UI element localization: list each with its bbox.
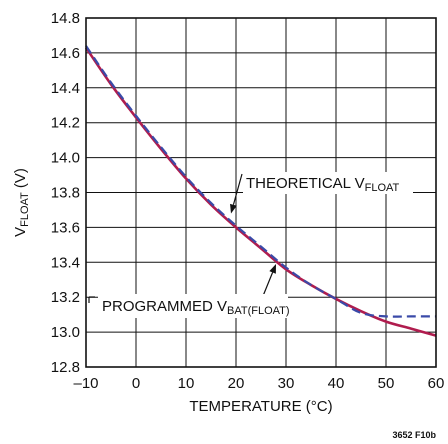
annotation-sub: BAT(FLOAT) [227, 305, 290, 317]
y-tick-label: 14.4 [51, 80, 80, 97]
figure-id: 3652 F10b [392, 430, 436, 440]
x-tick-label: –10 [73, 375, 98, 392]
annotation-main: THEORETICAL V [246, 175, 365, 192]
annotation-background [243, 172, 413, 194]
y-tick-label: 13.8 [51, 185, 80, 202]
y-tick-label: 14.6 [51, 45, 80, 62]
y-tick-label: 14.2 [51, 115, 80, 132]
annotation-sub: FLOAT [365, 182, 400, 194]
annotation-label-theoretical: THEORETICAL VFLOAT [246, 175, 400, 194]
x-tick-label: 10 [178, 375, 195, 392]
x-tick-label: 50 [378, 375, 395, 392]
series-line-theoretical [85, 45, 436, 318]
y-tick-labels: 12.8 13.0 13.2 13.4 13.6 13.8 14.0 14.2 14.4 14.6… [51, 10, 80, 376]
x-tick-label: 30 [278, 375, 295, 392]
x-tick-label: 20 [228, 375, 245, 392]
annotation-programmed: PROGRAMMED VBAT(FLOAT) [88, 264, 290, 318]
x-tick-labels: –10 0 10 20 30 40 50 60 [73, 375, 444, 392]
series-layer [84, 45, 437, 337]
x-tick-label: 0 [132, 375, 140, 392]
y-axis-title: VFLOAT (V) [12, 168, 31, 237]
y-axis-title-sub: FLOAT [19, 192, 31, 227]
y-tick-label: 13.2 [51, 289, 80, 306]
y-tick-label: 13.6 [51, 219, 80, 236]
x-tick-label: 60 [428, 375, 445, 392]
y-tick-label: 14.8 [51, 10, 80, 27]
y-tick-label: 13.0 [51, 324, 80, 341]
x-tick-label: 40 [328, 375, 345, 392]
y-tick-label: 14.0 [51, 150, 80, 167]
annotation-theoretical: THEORETICAL VFLOAT [230, 172, 413, 214]
plot-frame [85, 17, 437, 368]
annotation-label-programmed: PROGRAMMED VBAT(FLOAT) [102, 298, 290, 317]
annotation-background [98, 294, 288, 318]
y-tick-label: 12.8 [51, 359, 80, 376]
y-axis-title-suffix: (V) [12, 168, 29, 192]
annotation-arrow [262, 272, 274, 297]
x-axis-title: TEMPERATURE (°C) [189, 398, 332, 415]
annotation-arrowhead [269, 264, 276, 274]
annotation-main: PROGRAMMED V [102, 298, 227, 315]
y-axis-title-base: V [12, 227, 29, 237]
annotation-arrowhead [230, 203, 237, 214]
y-tick-label: 13.4 [51, 254, 80, 271]
annotation-arrow [232, 173, 243, 205]
